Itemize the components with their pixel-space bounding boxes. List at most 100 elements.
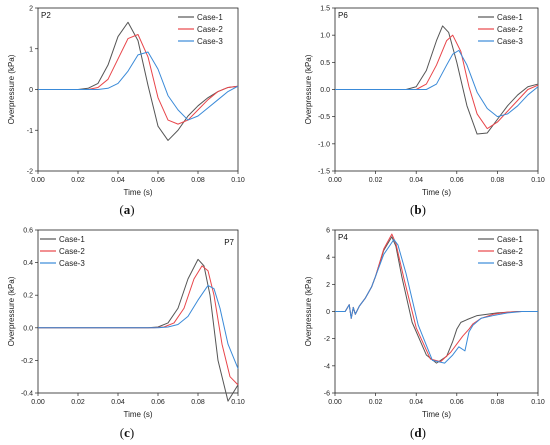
x-tick-label: 0.06 [450, 177, 464, 184]
caption-part: a [124, 202, 131, 217]
y-tick-label: -0.5 [318, 114, 330, 121]
legend-entry: Case-2 [59, 247, 85, 256]
y-tick-label: 1 [29, 46, 33, 53]
series-line-case-1 [38, 258, 239, 402]
x-tick-label: 0.10 [231, 399, 245, 406]
caption-part: d [414, 425, 422, 440]
x-tick-label: 0.04 [409, 399, 423, 406]
x-tick-label: 0.04 [111, 177, 125, 184]
figure-caption: (d) [410, 425, 426, 440]
y-tick-label: 0.0 [320, 87, 330, 94]
x-tick-label: 0.00 [31, 399, 45, 406]
legend: Case-1 Case-2 Case-3 [478, 235, 523, 268]
caption-part: ) [130, 425, 134, 440]
chart-panel-b: 0.00 0.02 0.04 0.06 0.08 0.10 -1.5 -1.0 -0.5 0.0 0… [304, 6, 545, 218]
y-tick-label: -0.2 [21, 358, 33, 365]
caption-part: b [414, 202, 421, 217]
series-line-case-1 [38, 21, 239, 141]
x-tick-label: 0.10 [531, 399, 545, 406]
x-tick-label: 0.04 [111, 399, 125, 406]
legend-entry: Case-1 [197, 13, 223, 22]
caption-part: ( [120, 425, 124, 440]
y-tick-label: -2 [324, 336, 330, 343]
y-tick-label: -1.5 [318, 169, 330, 176]
legend-entry: Case-2 [497, 247, 523, 256]
panel-label: P4 [338, 233, 348, 242]
y-tick-label: 2 [326, 282, 330, 289]
legend-entry: Case-2 [497, 25, 523, 34]
x-tick-label: 0.08 [191, 399, 205, 406]
x-tick-label: 0.10 [231, 177, 245, 184]
y-tick-label: 0.4 [23, 260, 33, 267]
caption-part: ) [130, 202, 134, 217]
x-tick-label: 0.06 [151, 399, 165, 406]
y-tick-label: 6 [326, 228, 330, 235]
legend: Case-1 Case-2 Case-3 [40, 235, 85, 268]
x-tick-label: 0.08 [491, 399, 505, 406]
legend-entry: Case-3 [497, 259, 523, 268]
y-tick-label: -0.4 [21, 391, 33, 398]
x-tick-label: 0.00 [31, 177, 45, 184]
caption-part: ( [410, 425, 414, 440]
legend-entry: Case-3 [497, 37, 523, 46]
x-tick-label: 0.08 [491, 177, 505, 184]
y-tick-label: -2 [27, 169, 33, 176]
y-tick-label: -6 [324, 391, 330, 398]
y-tick-label: 1.5 [320, 6, 330, 13]
y-tick-label: 0.6 [23, 228, 33, 235]
figure-caption: (b) [410, 202, 426, 217]
y-tick-label: 0.2 [23, 293, 33, 300]
y-axis-label: Overpressure (kPa) [304, 54, 313, 124]
caption-part: c [124, 425, 130, 440]
chart-panel-d: 0.00 0.02 0.04 0.06 0.08 0.10 -6 -4 -2 0 2 4 6 Time (… [304, 228, 545, 441]
panel-label: P6 [338, 11, 348, 20]
caption-part: ) [422, 425, 426, 440]
legend-entry: Case-1 [497, 13, 523, 22]
x-axis-label: Time (s) [123, 410, 152, 419]
x-tick-label: 0.00 [328, 177, 342, 184]
y-tick-label: 0.5 [320, 60, 330, 67]
plot-frame [37, 229, 239, 394]
y-tick-label: 0 [326, 309, 330, 316]
series-line-case-3 [335, 239, 538, 364]
legend: Case-1 Case-2 Case-3 [478, 13, 523, 46]
caption-part: ( [410, 202, 414, 217]
y-tick-label: -1.0 [318, 141, 330, 148]
y-tick-label: 1.0 [320, 33, 330, 40]
legend: Case-1 Case-2 Case-3 [178, 13, 223, 46]
panel-label: P2 [41, 11, 51, 20]
figure-caption: (c) [120, 425, 134, 440]
x-axis-label: Time (s) [123, 188, 152, 197]
x-tick-label: 0.08 [191, 177, 205, 184]
legend-entry: Case-3 [59, 259, 85, 268]
x-tick-label: 0.02 [71, 177, 85, 184]
panel-label: P7 [224, 238, 234, 247]
legend-entry: Case-1 [497, 235, 523, 244]
series-line-case-2 [335, 34, 539, 130]
caption-part: ) [422, 202, 426, 217]
figure-caption: (a) [119, 202, 134, 217]
y-tick-label: 2 [29, 6, 33, 13]
y-tick-label: -1 [27, 128, 33, 135]
series-line-case-3 [38, 284, 239, 369]
x-tick-label: 0.00 [328, 399, 342, 406]
x-tick-label: 0.10 [531, 177, 545, 184]
x-tick-label: 0.06 [151, 177, 165, 184]
y-axis-label: Overpressure (kPa) [7, 276, 16, 346]
series-line-case-3 [38, 51, 239, 121]
x-axis-label: Time (s) [422, 188, 451, 197]
y-tick-label: 0 [29, 87, 33, 94]
x-axis-label: Time (s) [422, 410, 451, 419]
y-axis-label: Overpressure (kPa) [7, 54, 16, 124]
series-line-case-1 [335, 25, 539, 135]
series-line-case-2 [38, 33, 239, 125]
x-tick-label: 0.02 [369, 399, 383, 406]
y-tick-label: 0.0 [23, 325, 33, 332]
chart-panel-c: 0.00 0.02 0.04 0.06 0.08 0.10 -0.4 -0.2 0.0 0.2 0.… [7, 228, 245, 441]
x-tick-label: 0.04 [409, 177, 423, 184]
series-line-case-3 [335, 49, 539, 118]
legend-entry: Case-2 [197, 25, 223, 34]
legend-entry: Case-3 [197, 37, 223, 46]
y-tick-label: -4 [324, 363, 330, 370]
